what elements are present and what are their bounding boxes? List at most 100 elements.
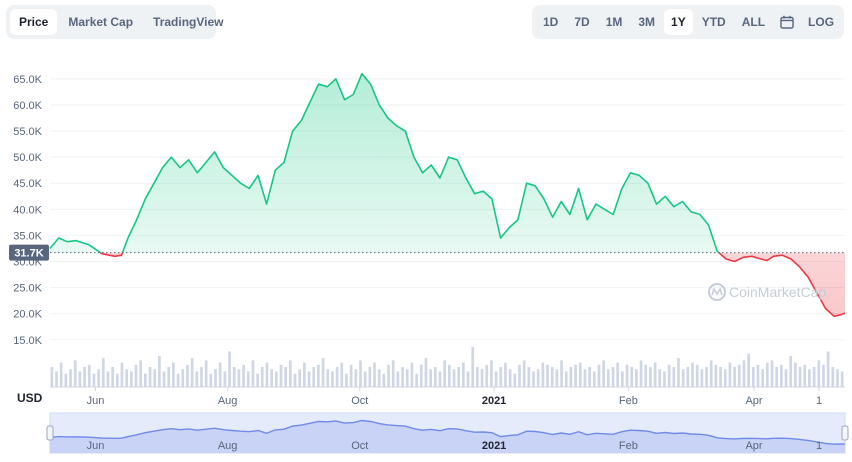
tab-price[interactable]: Price bbox=[10, 9, 58, 35]
x-axis: Jun Aug Oct 2021 Feb Apr 1 bbox=[50, 386, 845, 407]
volume-bar bbox=[602, 360, 605, 387]
volume-bar bbox=[162, 371, 166, 387]
reference-label-box bbox=[9, 244, 49, 261]
volume-bar bbox=[232, 367, 236, 387]
volume-bar bbox=[798, 367, 802, 387]
volume-bars bbox=[50, 347, 844, 387]
volume-bar bbox=[466, 371, 470, 387]
volume-bar bbox=[443, 360, 446, 387]
volume-bar bbox=[289, 360, 292, 387]
navigator-x-label: 2021 bbox=[482, 440, 506, 452]
volume-bar bbox=[714, 364, 718, 387]
volume-bar bbox=[78, 371, 82, 387]
volume-bar bbox=[69, 369, 72, 387]
volume-bar bbox=[826, 351, 830, 387]
volume-bar bbox=[569, 367, 573, 387]
volume-bar bbox=[228, 351, 231, 387]
navigator-handle-left[interactable] bbox=[46, 425, 54, 441]
volume-bar bbox=[317, 364, 320, 387]
volume-bar bbox=[87, 364, 91, 387]
navigator-handle-right[interactable] bbox=[841, 425, 849, 441]
volume-bar bbox=[831, 367, 835, 387]
calendar-icon[interactable] bbox=[774, 9, 800, 35]
volume-bar bbox=[812, 367, 816, 387]
log-scale-button[interactable]: LOG bbox=[808, 15, 835, 29]
volume-bar bbox=[536, 369, 540, 387]
volume-bar bbox=[50, 367, 54, 387]
volume-bar bbox=[644, 364, 648, 387]
volume-bar bbox=[663, 371, 666, 387]
volume-bar bbox=[770, 360, 774, 387]
volume-bar bbox=[359, 360, 362, 387]
y-tick-label: 25.0K bbox=[13, 283, 42, 295]
volume-bar bbox=[429, 369, 432, 387]
volume-bar bbox=[691, 362, 694, 387]
reference-label: 31.7K bbox=[14, 248, 43, 260]
volume-bar bbox=[293, 373, 297, 387]
volume-bar bbox=[331, 371, 334, 387]
volume-bar bbox=[457, 367, 461, 387]
volume-bar bbox=[419, 364, 423, 387]
volume-bar bbox=[83, 367, 86, 387]
currency-label: USD bbox=[17, 391, 43, 405]
volume-bar bbox=[274, 371, 278, 387]
volume-bar bbox=[251, 360, 255, 387]
range-1y-button[interactable]: 1Y bbox=[664, 9, 693, 35]
volume-bar bbox=[405, 369, 409, 387]
volume-bar bbox=[789, 355, 793, 387]
navigator-line bbox=[49, 419, 846, 445]
range-7d-button[interactable]: 7D bbox=[574, 15, 590, 29]
volume-bar bbox=[64, 373, 68, 387]
volume-bar bbox=[588, 367, 591, 387]
volume-bar bbox=[630, 367, 634, 387]
volume-bar bbox=[555, 369, 559, 387]
y-tick-label: 45.0K bbox=[13, 178, 42, 190]
tab-market-cap[interactable]: Market Cap bbox=[68, 15, 134, 29]
volume-bar bbox=[59, 362, 63, 387]
volume-bar bbox=[480, 369, 484, 387]
range-1m-button[interactable]: 1M bbox=[605, 15, 623, 29]
volume-bar bbox=[349, 364, 353, 387]
range-ytd-button[interactable]: YTD bbox=[701, 15, 726, 29]
volume-bar bbox=[340, 362, 344, 387]
volume-bar bbox=[597, 364, 601, 387]
volume-bar bbox=[382, 373, 386, 387]
volume-bar bbox=[592, 371, 596, 387]
volume-bar bbox=[335, 367, 339, 387]
volume-bar bbox=[373, 362, 376, 387]
volume-bar bbox=[298, 369, 302, 387]
volume-bar bbox=[723, 369, 727, 387]
volume-bar bbox=[625, 364, 629, 387]
volume-bar bbox=[200, 367, 203, 387]
volume-bar bbox=[817, 360, 821, 387]
volume-bar bbox=[508, 369, 512, 387]
volume-bar bbox=[321, 358, 325, 387]
price-line bbox=[49, 72, 846, 318]
volume-bar bbox=[256, 373, 259, 387]
x-tick-label: 2021 bbox=[482, 395, 506, 407]
volume-bar bbox=[700, 369, 704, 387]
volume-bar bbox=[550, 367, 554, 387]
volume-bar bbox=[518, 364, 521, 387]
range-3m-button[interactable]: 3M bbox=[638, 15, 656, 29]
volume-bar bbox=[733, 367, 736, 387]
range-navigator[interactable]: Jun Aug Oct 2021 Feb Apr 1 bbox=[46, 412, 849, 454]
volume-bar bbox=[130, 371, 133, 387]
volume-bar bbox=[237, 369, 241, 387]
y-tick-label: 55.0K bbox=[13, 126, 42, 138]
range-all-button[interactable]: ALL bbox=[741, 15, 766, 29]
y-axis: 15.0K20.0K25.0K30.0K35.0K40.0K45.0K50.0K… bbox=[13, 74, 42, 347]
volume-bar bbox=[836, 369, 839, 387]
volume-bar bbox=[433, 367, 437, 387]
volume-bar bbox=[695, 364, 699, 387]
volume-bar bbox=[214, 369, 217, 387]
volume-bar bbox=[737, 364, 741, 387]
volume-bar bbox=[780, 364, 783, 387]
volume-bar bbox=[438, 371, 442, 387]
volume-bar bbox=[728, 362, 732, 387]
range-1d-button[interactable]: 1D bbox=[543, 15, 559, 29]
volume-bar bbox=[312, 367, 316, 387]
tab-tradingview[interactable]: TradingView bbox=[153, 15, 224, 29]
volume-bar bbox=[125, 369, 128, 387]
volume-bar bbox=[766, 362, 769, 387]
